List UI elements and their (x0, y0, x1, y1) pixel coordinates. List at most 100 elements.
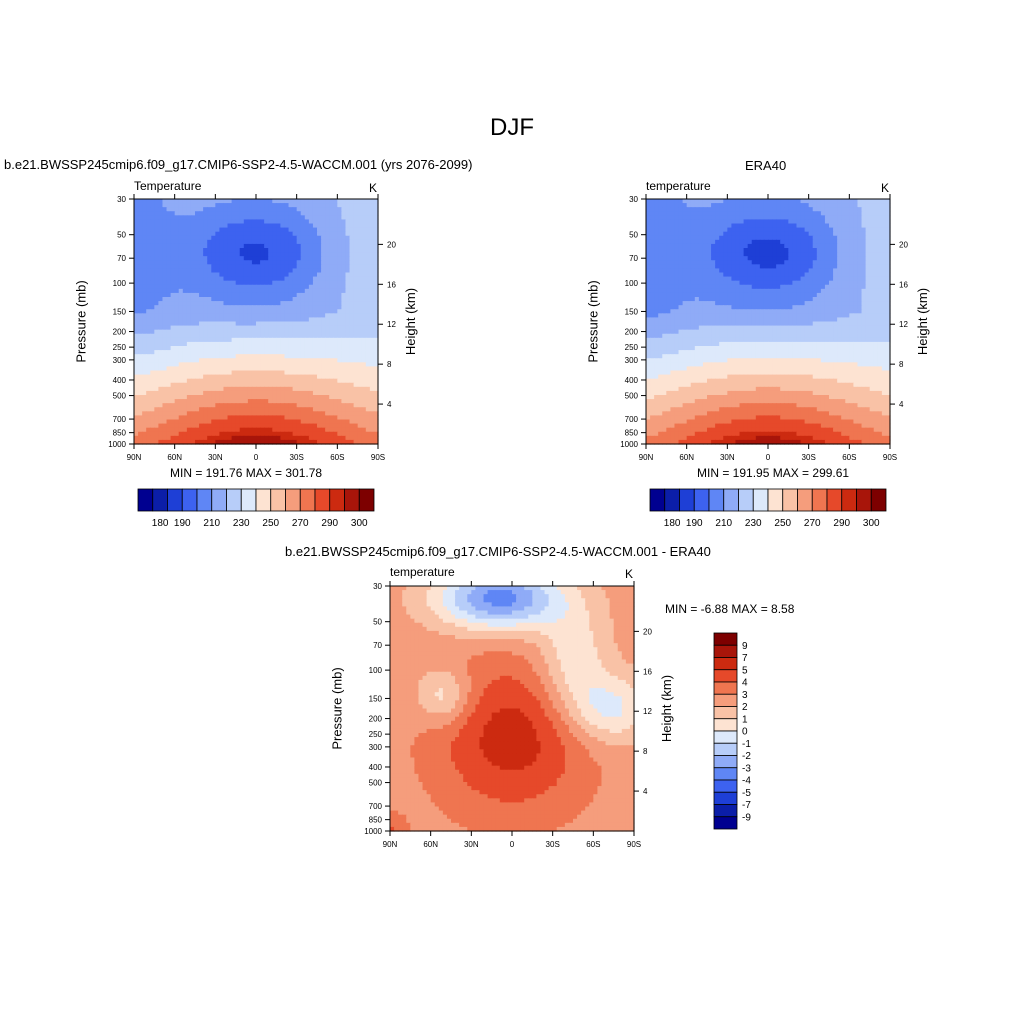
contour-cell (739, 227, 745, 233)
contour-cell (203, 395, 208, 400)
contour-cell (239, 341, 245, 347)
contour-cell (284, 288, 290, 294)
contour-cell (873, 203, 879, 208)
contour-cell (219, 350, 225, 355)
contour-cell (203, 239, 208, 245)
contour-cell (833, 223, 838, 229)
contour-cell (768, 260, 773, 265)
contour-cell (304, 399, 310, 404)
contour-cell (235, 439, 241, 445)
contour-cell (707, 256, 712, 261)
contour-cell (178, 386, 184, 392)
contour-cell (333, 309, 338, 314)
contour-cell (349, 292, 355, 298)
contour-cell (857, 235, 863, 241)
contour-cell (329, 276, 334, 282)
contour-cell (272, 207, 277, 212)
contour-cell (808, 284, 814, 290)
contour-cell (361, 268, 367, 274)
contour-cell (304, 215, 310, 221)
contour-cell (264, 235, 269, 241)
contour-cell (820, 203, 826, 208)
contour-cell (268, 219, 273, 225)
contour-cell (166, 260, 172, 265)
contour-cell (154, 386, 159, 392)
contour-cell (239, 439, 245, 445)
contour-cell (845, 203, 850, 208)
contour-cell (341, 252, 347, 257)
contour-cell (357, 358, 363, 363)
contour-cell (264, 231, 269, 237)
contour-cell (186, 399, 192, 404)
contour-cell (162, 305, 168, 310)
contour-cell (138, 301, 143, 306)
contour-cell (662, 272, 667, 278)
contour-cell (186, 248, 192, 253)
contour-cell (763, 256, 769, 261)
contour-cell (190, 382, 196, 388)
contour-cell (365, 199, 371, 204)
contour-cell (808, 260, 814, 265)
contour-cell (361, 207, 367, 212)
contour-cell (154, 337, 159, 343)
contour-cell (361, 325, 367, 331)
contour-cell (190, 239, 196, 245)
contour-cell (158, 301, 164, 306)
contour-cell (158, 292, 164, 298)
contour-cell (857, 252, 863, 257)
contour-cell (300, 297, 306, 302)
contour-cell (304, 341, 310, 347)
panel-1-pressure-tick-label: 50 (117, 231, 126, 240)
contour-cell (369, 260, 375, 265)
contour-cell (345, 411, 351, 417)
contour-cell (662, 231, 667, 237)
contour-cell (829, 215, 834, 221)
contour-cell (698, 223, 704, 229)
contour-cell (296, 366, 302, 372)
contour-cell (239, 431, 245, 437)
contour-cell (759, 227, 765, 233)
contour-cell (239, 374, 245, 380)
contour-cell (654, 207, 659, 212)
contour-cell (247, 341, 253, 347)
contour-cell (357, 341, 363, 347)
contour-cell (142, 395, 147, 400)
contour-cell (134, 386, 139, 392)
contour-cell (288, 215, 294, 221)
contour-cell (211, 248, 216, 253)
contour-cell (239, 264, 245, 270)
contour-cell (373, 301, 379, 306)
contour-cell (247, 399, 253, 404)
contour-cell (182, 407, 188, 412)
contour-cell (146, 248, 151, 253)
contour-cell (260, 374, 265, 380)
contour-cell (723, 223, 728, 229)
contour-cell (182, 268, 188, 274)
contour-cell (182, 399, 188, 404)
contour-cell (195, 317, 200, 323)
contour-cell (841, 223, 846, 229)
contour-cell (215, 427, 220, 433)
contour-cell (288, 309, 294, 314)
contour-cell (162, 301, 168, 306)
panel-1-pressure-tick-label: 200 (113, 328, 127, 337)
contour-cell (158, 207, 164, 212)
contour-cell (211, 215, 216, 221)
contour-cell (199, 374, 204, 380)
contour-cell (264, 272, 269, 278)
contour-cell (337, 288, 342, 294)
contour-cell (345, 329, 351, 335)
contour-cell (849, 248, 854, 253)
contour-cell (162, 370, 168, 376)
contour-cell (317, 272, 322, 278)
contour-cell (694, 203, 700, 208)
contour-cell (203, 374, 208, 380)
contour-cell (158, 419, 164, 425)
contour-cell (292, 305, 298, 310)
contour-cell (325, 329, 330, 335)
contour-cell (808, 252, 814, 257)
contour-cell (166, 423, 172, 429)
contour-cell (300, 231, 306, 237)
contour-cell (333, 301, 338, 306)
contour-cell (292, 395, 298, 400)
